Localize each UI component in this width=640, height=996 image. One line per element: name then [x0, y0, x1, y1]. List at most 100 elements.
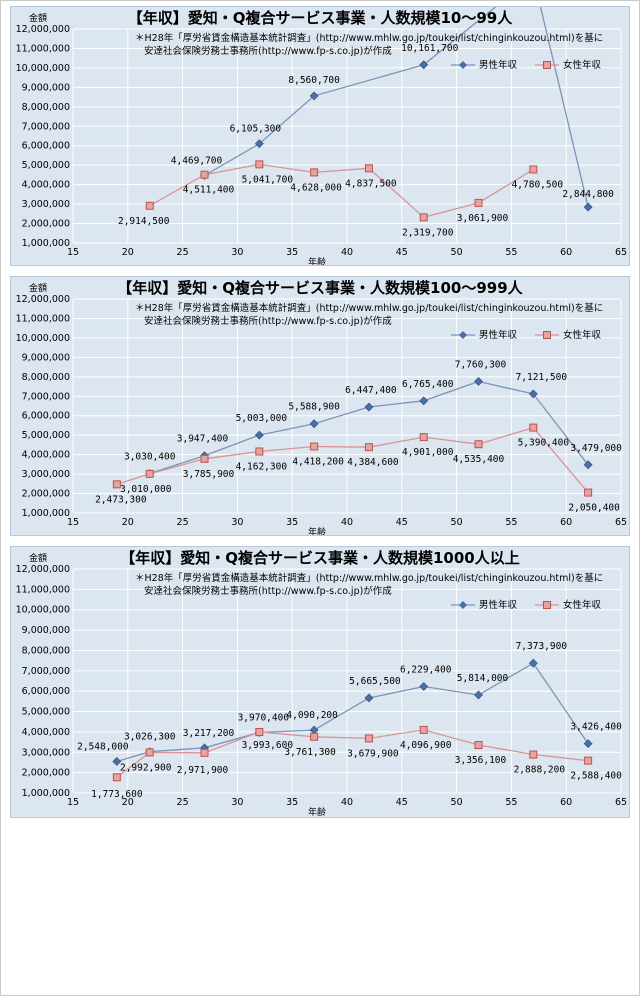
x-tick-label: 30	[231, 797, 243, 808]
y-tick-label: 6,000,000	[22, 411, 70, 422]
data-label-female: 2,050,400	[568, 503, 620, 514]
series-group	[145, 7, 593, 222]
data-label-female: 4,780,500	[512, 179, 564, 190]
data-label-female: 4,511,400	[183, 185, 235, 196]
y-tick-label: 1,000,000	[22, 238, 70, 249]
data-point-male	[474, 690, 483, 700]
data-label-female: 4,418,200	[292, 457, 344, 468]
data-label-male: 7,373,900	[516, 641, 568, 652]
data-label-male: 3,947,400	[177, 434, 229, 445]
data-label-male: 3,030,400	[124, 451, 176, 462]
data-point-female	[310, 732, 319, 741]
series-group	[112, 377, 593, 497]
data-label-female: 2,914,500	[118, 216, 170, 227]
data-label-female: 5,041,700	[242, 174, 294, 185]
chart-title: 【年収】愛知・Q複合サービス事業・人数規模100～999人	[117, 279, 523, 297]
x-tick-label: 55	[505, 797, 517, 808]
legend-marker-female	[543, 61, 551, 69]
legend-marker-male	[459, 61, 467, 69]
x-tick-label: 65	[615, 797, 627, 808]
chart-100-999: 1,000,000 2,000,000 3,000,000 4,000,000 5,00…	[16, 279, 627, 535]
legend-label-female: 女性年収	[563, 59, 602, 71]
data-label-male: 5,665,500	[349, 676, 401, 687]
data-label-female: 3,679,900	[347, 748, 399, 759]
y-tick-label: 9,000,000	[22, 352, 70, 363]
data-point-female	[419, 725, 428, 734]
x-tick-label: 20	[122, 517, 134, 528]
data-label-male: 3,026,300	[124, 732, 176, 743]
series-line-female	[116, 729, 589, 778]
data-point-female	[584, 488, 593, 497]
x-tick-label: 60	[560, 517, 572, 528]
y-tick-label: 4,000,000	[22, 450, 70, 461]
data-point-male	[528, 389, 538, 399]
source-note-line1: ＊H28年「厚労省賃金構造基本統計調査」(http://www.mhlw.go.…	[135, 32, 603, 44]
data-label-male: 2,844,800	[562, 189, 614, 200]
data-label-male: 3,970,400	[238, 713, 290, 724]
x-tick-label: 50	[451, 247, 463, 258]
data-point-female	[474, 440, 483, 449]
data-point-female	[310, 442, 319, 451]
data-point-male	[364, 693, 374, 703]
y-tick-label: 3,000,000	[22, 747, 70, 758]
legend-label-male: 男性年収	[479, 599, 518, 611]
source-note-line2: 安達社会保険労務士事務所(http://www.fp-s.co.jp)が作成	[144, 315, 392, 327]
data-label-female: 5,390,400	[518, 438, 570, 449]
y-tick-label: 5,000,000	[22, 707, 70, 718]
data-label-male: 7,760,300	[455, 359, 507, 370]
data-label-female: 4,628,000	[290, 182, 342, 193]
y-tick-label: 8,000,000	[22, 645, 70, 656]
legend-marker-male	[459, 331, 467, 339]
source-note-line1: ＊H28年「厚労省賃金構造基本統計調査」(http://www.mhlw.go.…	[135, 302, 603, 314]
legend-marker-female	[543, 601, 551, 609]
x-tick-label: 15	[67, 247, 79, 258]
data-label-female: 4,162,300	[236, 461, 288, 472]
x-tick-label: 25	[177, 797, 189, 808]
data-label-male: 5,814,000	[457, 673, 509, 684]
data-point-male	[254, 430, 264, 440]
chart-panel-2: 1,000,000 2,000,000 3,000,000 4,000,000 5,00…	[10, 276, 630, 536]
x-tick-label: 40	[341, 797, 353, 808]
data-label-female: 4,096,900	[400, 740, 452, 751]
data-point-female	[364, 443, 373, 452]
y-tick-label: 7,000,000	[22, 666, 70, 677]
legend-label-male: 男性年収	[479, 329, 518, 341]
data-point-female	[310, 168, 319, 177]
y-tick-label: 4,000,000	[22, 727, 70, 738]
x-tick-label: 20	[122, 797, 134, 808]
y-tick-label: 3,000,000	[22, 199, 70, 210]
legend-marker-female	[543, 331, 551, 339]
data-label-male: 5,588,900	[288, 402, 340, 413]
data-label-female: 4,901,000	[402, 447, 454, 458]
data-label-female: 2,588,400	[570, 771, 622, 782]
data-point-female	[145, 748, 154, 757]
x-tick-label: 25	[177, 517, 189, 528]
data-label-female: 2,319,700	[402, 227, 454, 238]
data-label-female: 2,473,300	[95, 494, 147, 505]
series-group	[112, 658, 593, 782]
y-tick-label: 1,000,000	[22, 508, 70, 519]
chart-panel-3: 1,000,000 2,000,000 3,000,000 4,000,000 5,00…	[10, 546, 630, 818]
y-tick-label: 6,000,000	[22, 686, 70, 697]
data-label-male: 4,469,700	[171, 155, 223, 166]
data-point-female	[200, 454, 209, 463]
data-point-female	[255, 447, 264, 456]
data-label-female: 3,993,600	[242, 740, 294, 751]
y-tick-label: 12,000,000	[16, 24, 70, 35]
data-point-female	[584, 756, 593, 765]
data-point-male	[583, 739, 593, 749]
x-tick-label: 30	[231, 517, 243, 528]
data-label-female: 2,971,900	[177, 765, 229, 776]
data-point-female	[474, 198, 483, 207]
y-tick-label: 12,000,000	[16, 564, 70, 575]
data-point-female	[529, 165, 538, 174]
y-tick-label: 11,000,000	[16, 584, 70, 595]
y-tick-label: 3,000,000	[22, 469, 70, 480]
series-line-male	[204, 7, 589, 208]
x-tick-label: 55	[505, 517, 517, 528]
legend-marker-male	[459, 601, 467, 609]
data-point-female	[474, 741, 483, 750]
source-note-line1: ＊H28年「厚労省賃金構造基本統計調査」(http://www.mhlw.go.…	[135, 572, 603, 584]
source-note-line2: 安達社会保険労務士事務所(http://www.fp-s.co.jp)が作成	[144, 585, 392, 597]
x-tick-label: 35	[286, 797, 298, 808]
